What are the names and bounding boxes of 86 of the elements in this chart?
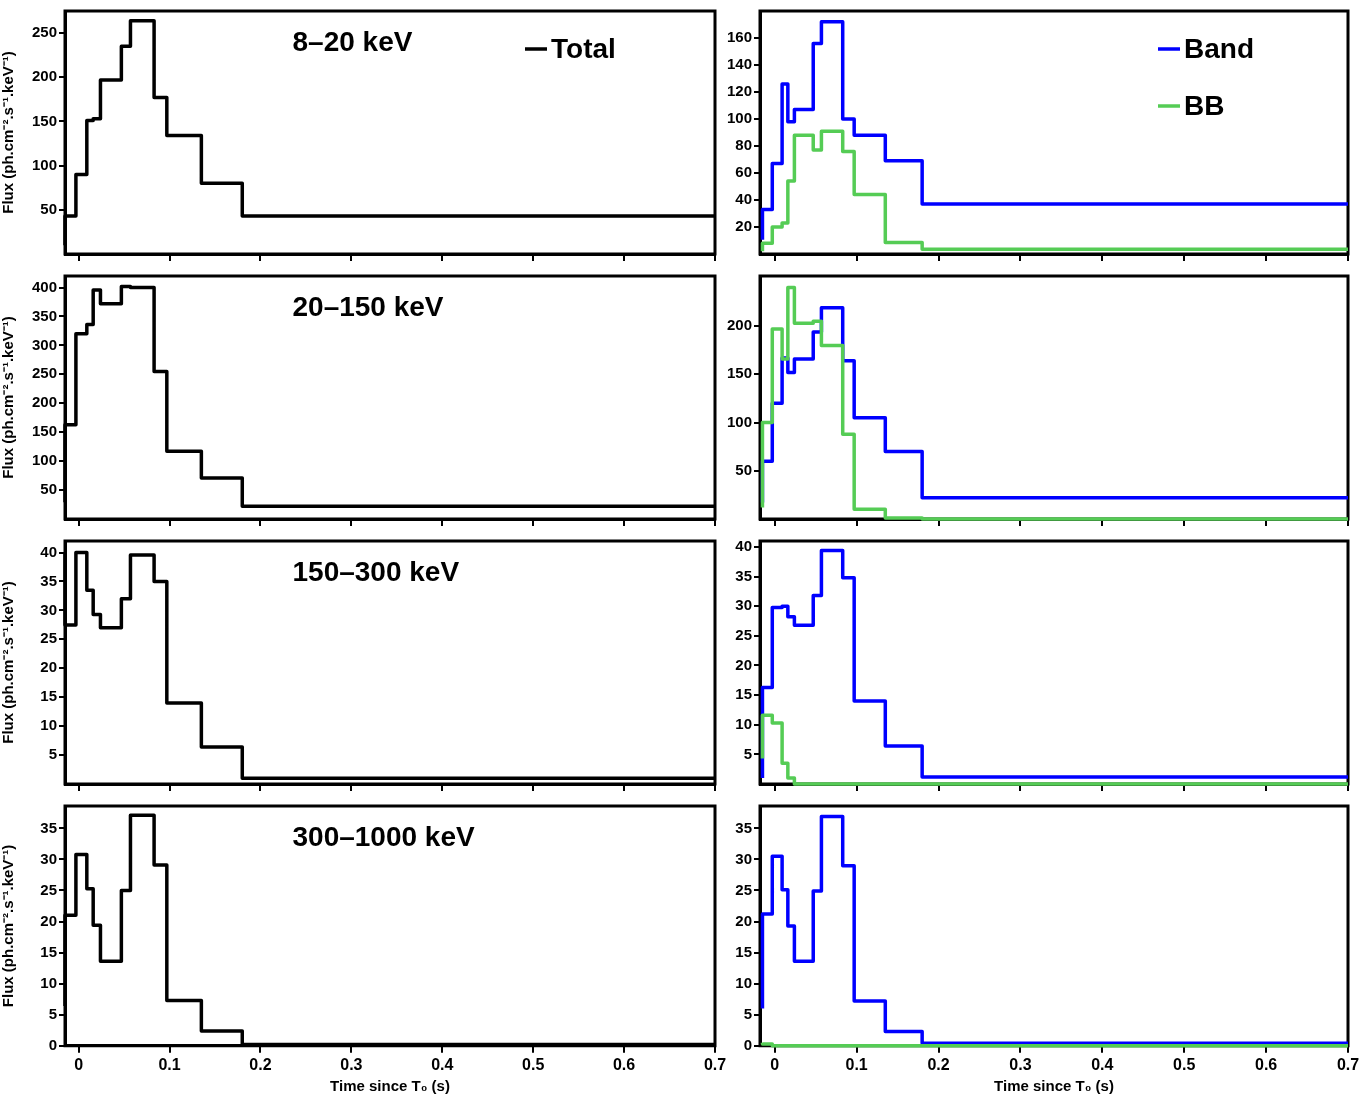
x-tick-label: 0.1: [845, 1055, 868, 1073]
x-tick-label: 0.6: [612, 1055, 636, 1073]
y-tick-label: 15: [735, 942, 752, 960]
x-tick-label: 0.5: [522, 1055, 545, 1073]
y-tick-label: 5: [743, 1004, 752, 1022]
y-tick-label: 5: [743, 744, 752, 762]
y-tick-label: 25: [40, 629, 57, 647]
y-tick-label: 40: [735, 537, 752, 555]
text: 8–20 keV: [292, 25, 413, 57]
y-tick-label: 40: [40, 542, 57, 560]
y-tick-label: 35: [735, 566, 752, 584]
y-tick-label: 30: [40, 600, 57, 618]
y-tick-label: 300: [31, 335, 57, 353]
x-tick-label: 0: [770, 1055, 780, 1073]
legend-label: BB: [1184, 89, 1225, 121]
x-tick-label: 0.3: [340, 1055, 363, 1073]
y-tick-label: 200: [726, 316, 752, 334]
y-tick-label: 35: [40, 818, 57, 836]
y-tick-label: 150: [726, 364, 752, 382]
x-tick-label: 0.4: [1091, 1055, 1114, 1073]
y-tick-label: 20: [40, 658, 57, 676]
y-tick-label: 30: [40, 849, 57, 867]
y-tick-label: 10: [735, 973, 752, 991]
x-tick-label: 0.4: [431, 1055, 454, 1073]
y-tick-label: 120: [726, 82, 752, 100]
legend-label: Total: [551, 32, 616, 64]
y-tick-label: 5: [48, 1004, 57, 1022]
x-tick-label: 0.2: [927, 1055, 950, 1073]
y-tick-label: 20: [735, 911, 752, 929]
y-axis-title: Flux (ph.cm⁻².s⁻¹.keV⁻¹): [0, 581, 17, 744]
x-tick-label: 0.7: [1336, 1055, 1360, 1073]
x-tick-label: 0.2: [249, 1055, 272, 1073]
y-tick-label: 0: [48, 1035, 57, 1053]
y-tick-label: 10: [735, 714, 752, 732]
y-axis-title: Flux (ph.cm⁻².s⁻¹.keV⁻¹): [0, 844, 17, 1008]
y-tick-label: 35: [40, 571, 57, 589]
y-tick-label: 15: [40, 942, 57, 960]
y-tick-label: 15: [735, 685, 752, 703]
x-axis-title: Time since T₀ (s): [994, 1077, 1114, 1095]
y-tick-label: 160: [726, 28, 752, 46]
y-axis-title: Flux (ph.cm⁻².s⁻¹.keV⁻¹): [0, 316, 17, 479]
y-tick-label: 50: [40, 480, 57, 498]
y-tick-label: 50: [40, 199, 57, 217]
y-tick-label: 140: [726, 55, 752, 73]
y-tick-label: 30: [735, 596, 752, 614]
y-tick-label: 100: [31, 155, 57, 173]
y-tick-label: 20: [735, 217, 752, 235]
y-tick-label: 20: [40, 911, 57, 929]
y-tick-label: 25: [735, 880, 752, 898]
text: 150–300 keV: [292, 555, 460, 587]
y-tick-label: 15: [40, 687, 57, 705]
y-tick-label: 60: [735, 163, 752, 181]
text: 300–1000 keV: [292, 820, 475, 852]
y-tick-label: 150: [31, 111, 57, 129]
y-tick-label: 0: [743, 1035, 752, 1053]
legend-label: Band: [1184, 32, 1254, 64]
y-tick-label: 80: [735, 136, 752, 154]
y-tick-label: 250: [31, 23, 57, 41]
y-tick-label: 10: [40, 716, 57, 734]
y-tick-label: 5: [48, 745, 57, 763]
y-tick-label: 25: [40, 880, 57, 898]
x-axis-title: Time since T₀ (s): [330, 1077, 450, 1095]
y-tick-label: 10: [40, 973, 57, 991]
y-tick-label: 35: [735, 818, 752, 836]
y-tick-label: 400: [31, 277, 57, 295]
y-axis-title: Flux (ph.cm⁻².s⁻¹.keV⁻¹): [0, 51, 17, 214]
y-tick-label: 200: [31, 393, 57, 411]
text: 20–150 keV: [292, 290, 444, 322]
y-tick-label: 20: [735, 655, 752, 673]
x-tick-label: 0.5: [1173, 1055, 1196, 1073]
y-tick-label: 350: [31, 306, 57, 324]
x-tick-label: 0.1: [158, 1055, 181, 1073]
y-tick-label: 25: [735, 625, 752, 643]
y-tick-label: 100: [726, 412, 752, 430]
y-tick-label: 50: [735, 460, 752, 478]
y-tick-label: 100: [31, 451, 57, 469]
x-tick-label: 0.7: [703, 1055, 727, 1073]
x-tick-label: 0.3: [1009, 1055, 1032, 1073]
x-tick-label: 0.6: [1254, 1055, 1278, 1073]
y-tick-label: 250: [31, 364, 57, 382]
y-tick-label: 200: [31, 67, 57, 85]
y-tick-label: 30: [735, 849, 752, 867]
y-tick-label: 40: [735, 190, 752, 208]
y-tick-label: 150: [31, 422, 57, 440]
y-tick-label: 100: [726, 109, 752, 127]
x-tick-label: 0: [74, 1055, 84, 1073]
